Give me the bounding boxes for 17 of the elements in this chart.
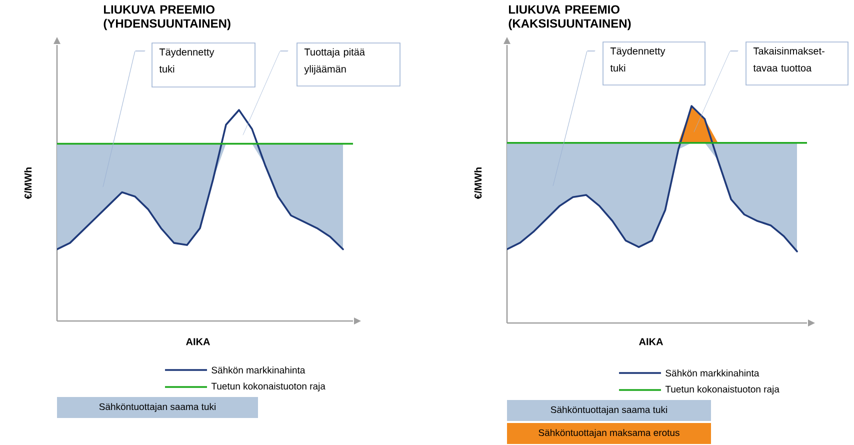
y-axis-title: €/MWh bbox=[24, 168, 32, 200]
text: Sähköntuottajan maksama erotus bbox=[538, 429, 680, 438]
x-axis-title: AIKA bbox=[186, 338, 210, 346]
chart-title: LIUKUVA PREEMIO (YHDENSUUNTAINEN) bbox=[104, 5, 230, 30]
text: Sähköntuottajan saama tuki bbox=[99, 403, 216, 412]
chart-title: LIUKUVA PREEMIO (KAKSISUUNTAINEN) bbox=[508, 5, 631, 30]
y-axis-title: €/MWh bbox=[474, 168, 482, 200]
legend-label: Sähkön markkinahinta bbox=[212, 366, 306, 374]
legend-label: Tuetun kokonaistuoton raja bbox=[665, 386, 780, 394]
text: Tuottaja pitää ylijäämän bbox=[304, 48, 365, 75]
legend-label: Sähkön markkinahinta bbox=[666, 370, 760, 376]
text: Täydennetty tuki bbox=[610, 47, 666, 72]
text: Takaisinmakset-tavaa tuottoa bbox=[753, 47, 824, 72]
text: Sähköntuottajan saama tuki bbox=[550, 406, 667, 415]
x-axis-title: AIKA bbox=[639, 338, 663, 346]
legend-label: Tuetun kokonaistuoton raja bbox=[211, 382, 326, 392]
text: Täydennetty tuki bbox=[159, 48, 214, 73]
